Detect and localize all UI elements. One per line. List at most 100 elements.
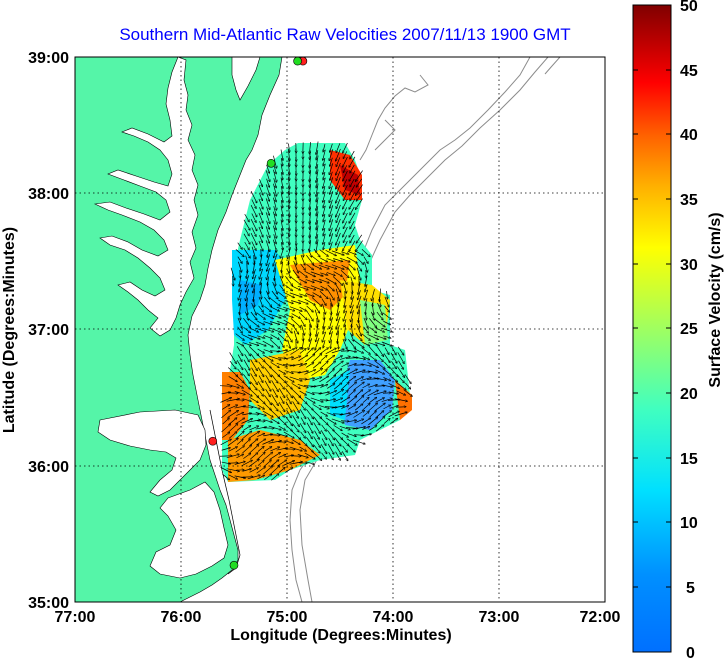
velocity-arrow (253, 283, 256, 293)
colorbar-tick-label: 30 (680, 257, 698, 274)
velocity-arrow (239, 298, 242, 306)
velocity-arrow (245, 255, 249, 265)
velocity-arrow (278, 402, 285, 411)
grid-lines (75, 57, 605, 602)
velocity-arrow (258, 226, 263, 237)
velocity-arrow (251, 227, 256, 237)
velocity-arrow (239, 284, 242, 292)
velocity-arrow (283, 292, 295, 297)
velocity-arrow (358, 304, 361, 314)
velocity-arrow (361, 347, 371, 355)
velocity-arrow (391, 346, 397, 355)
velocity-arrow (293, 330, 298, 343)
velocity-arrow (300, 319, 305, 327)
velocity-arrow (361, 333, 371, 341)
radar-stations (208, 57, 308, 570)
velocity-arrow (274, 262, 277, 272)
velocity-arrow (310, 271, 323, 276)
velocity-arrow (323, 205, 326, 217)
velocity-arrow (340, 397, 349, 404)
velocity-arrow (365, 284, 368, 292)
velocity-arrow (261, 290, 262, 299)
velocity-arrow (382, 368, 392, 376)
velocity-arrow (330, 241, 333, 251)
velocity-arrow (298, 312, 307, 319)
velocity-arrow (316, 164, 319, 174)
velocity-arrow (263, 452, 272, 461)
velocity-arrow (300, 431, 306, 438)
velocity-arrow (343, 207, 348, 214)
velocity-arrow (278, 425, 286, 430)
velocity-arrow (334, 437, 341, 446)
velocity-arrow (353, 255, 364, 265)
velocity-arrow (350, 310, 354, 322)
velocity-arrow (341, 432, 349, 437)
velocity-arrow (398, 360, 404, 370)
velocity-arrow (339, 413, 351, 416)
velocity-arrow (341, 451, 348, 460)
velocity-arrow (273, 197, 276, 211)
velocity-arrow (280, 233, 283, 245)
velocity-arrow (258, 296, 263, 307)
station-marker (293, 57, 302, 66)
velocity-arrow (382, 312, 392, 320)
velocity-arrow (290, 372, 301, 373)
velocity-arrow (264, 460, 272, 467)
velocity-arrow (376, 411, 383, 418)
velocity-arrow (316, 323, 319, 337)
y-axis-label: Latitude (Degrees:Minutes) (1, 227, 18, 433)
velocity-arrow (257, 320, 264, 325)
velocity-arrow (365, 275, 368, 287)
velocity-arrow (255, 412, 266, 415)
velocity-arrow (316, 192, 319, 202)
velocity-arrow (354, 348, 363, 353)
velocity-arrow (330, 227, 333, 237)
velocity-arrow (347, 364, 357, 367)
velocity-arrow (367, 362, 379, 367)
velocity-arrow (285, 388, 292, 398)
velocity-arrow (353, 410, 365, 418)
velocity-arrow (355, 184, 363, 196)
velocity-arrow (395, 407, 406, 408)
velocity-arrow (336, 176, 341, 189)
velocity-arrow (287, 247, 291, 259)
velocity-arrow (283, 461, 294, 466)
map-title: Southern Mid-Atlantic Raw Velocities 200… (119, 25, 570, 44)
velocity-arrow (346, 369, 358, 376)
velocity-arrow (326, 412, 336, 416)
velocity-arrow (326, 399, 336, 402)
velocity-arrow (375, 327, 385, 332)
velocity-arrow (361, 249, 370, 256)
velocity-arrow (356, 267, 361, 280)
velocity-arrow (240, 311, 241, 320)
velocity-arrow (363, 317, 368, 328)
velocity-arrow (325, 264, 336, 269)
velocity-arrow (323, 219, 326, 231)
velocity-arrow (362, 411, 369, 417)
velocity-arrow (265, 374, 271, 383)
velocity-arrow (289, 185, 290, 195)
velocity-arrow (287, 162, 289, 175)
velocity-arrow (370, 311, 374, 320)
velocity-arrow (280, 177, 283, 189)
pamlico-sound (149, 481, 229, 579)
velocity-arrow (323, 149, 326, 161)
velocity-arrow (374, 417, 385, 426)
velocity-arrow (306, 310, 313, 321)
velocity-arrow (283, 375, 294, 382)
velocity-arrow (243, 382, 251, 389)
velocity-arrow (308, 248, 311, 257)
velocity-arrow (319, 361, 328, 369)
velocity-arrow (289, 143, 290, 153)
velocity-arrow (344, 296, 347, 308)
velocity-arrow (343, 179, 348, 186)
velocity-arrow (330, 311, 333, 321)
velocity-arrow (291, 439, 301, 444)
velocity-arrow (319, 249, 329, 257)
velocity-arrow (309, 197, 310, 210)
velocity-arrow (242, 398, 252, 402)
velocity-arrow (318, 404, 329, 408)
velocity-arrow (265, 198, 270, 209)
velocity-arrow (384, 347, 389, 355)
velocity-arrow (289, 376, 302, 381)
